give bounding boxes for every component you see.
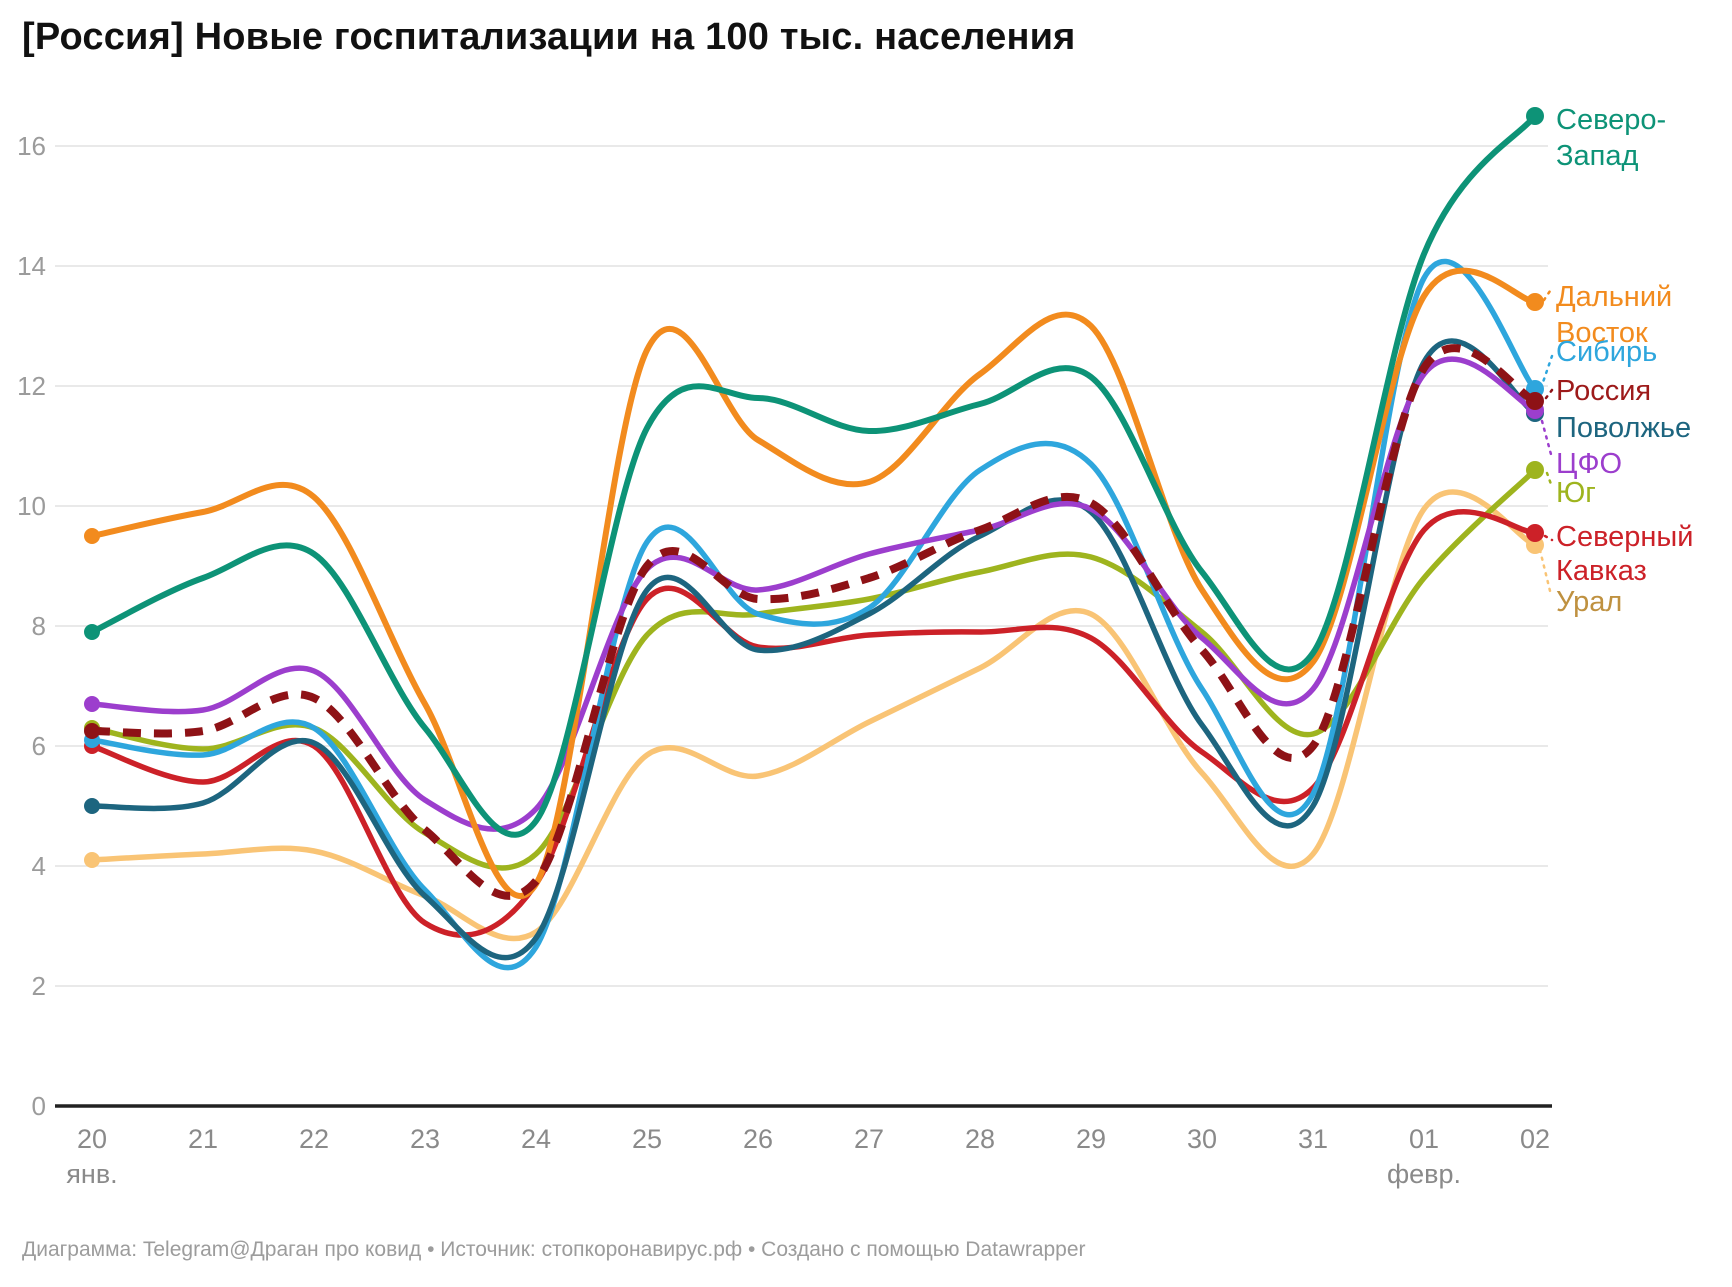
series-line-Сибирь xyxy=(89,258,1538,971)
legend-leader-Сибирь xyxy=(1539,354,1554,390)
y-axis-label-2: 2 xyxy=(32,971,46,1001)
legend-label-Поволжье-0: Поволжье xyxy=(1556,412,1691,444)
x-axis-label-31: 31 xyxy=(1298,1124,1328,1154)
x-axis-label-22: 22 xyxy=(299,1124,329,1154)
legend-label-Северо-Запад-1: Запад xyxy=(1556,140,1638,172)
series-start-dot-Россия xyxy=(84,723,100,739)
series-end-dot-Северо-Запад xyxy=(1526,107,1544,125)
x-axis-label-30: 30 xyxy=(1187,1124,1217,1154)
x-axis-label-23: 23 xyxy=(410,1124,440,1154)
x-axis-label-20: 20 xyxy=(77,1124,107,1154)
series-start-dot-ЦФО xyxy=(84,696,100,712)
series-line-ЦФО xyxy=(89,356,1538,832)
series-line-Урал xyxy=(89,489,1538,942)
series-start-dot-Северо-Запад xyxy=(84,624,100,640)
legend-label-Дальний Восток-1: Восток xyxy=(1556,317,1648,349)
legend-leader-ЦФО xyxy=(1540,419,1554,460)
legend-leader-Урал xyxy=(1538,548,1553,597)
x-axis-label-26: 26 xyxy=(743,1124,773,1154)
x-axis-label-25: 25 xyxy=(632,1124,662,1154)
y-axis-label-0: 0 xyxy=(32,1091,46,1121)
x-axis-label-21: 21 xyxy=(188,1124,218,1154)
legend-label-Дальний Восток-0: Дальний xyxy=(1556,281,1672,313)
chart-footer-credits: Диаграмма: Telegram@Драган про ковид • И… xyxy=(22,1238,1086,1261)
x-axis-label-27: 27 xyxy=(854,1124,884,1154)
legend-leader-Россия xyxy=(1544,388,1554,400)
series-start-dot-Поволжье xyxy=(84,798,100,814)
x-axis-label-29: 29 xyxy=(1076,1124,1106,1154)
x-axis-label-24: 24 xyxy=(521,1124,551,1154)
legend-label-Сибирь-0: Сибирь xyxy=(1556,336,1657,368)
y-axis-label-16: 16 xyxy=(17,131,46,161)
y-axis-label-10: 10 xyxy=(17,491,46,521)
legend-leader-Дальний Восток xyxy=(1542,286,1554,302)
x-axis-month-label: февр. xyxy=(1387,1159,1461,1189)
legend-label-Россия-0: Россия xyxy=(1556,375,1651,407)
y-axis-label-8: 8 xyxy=(32,611,46,641)
series-line-Юг xyxy=(89,467,1538,871)
y-axis-label-14: 14 xyxy=(17,251,46,281)
legend-label-Урал-0: Урал xyxy=(1556,586,1622,618)
legend-leader-Северный Кавказ xyxy=(1543,534,1554,542)
legend-leader-Юг xyxy=(1545,471,1554,489)
x-axis-label-02: 02 xyxy=(1520,1124,1550,1154)
series-line-Россия xyxy=(91,344,1537,900)
y-axis-label-4: 4 xyxy=(32,851,46,881)
series-end-dot-Юг xyxy=(1526,461,1544,479)
series-start-dot-Дальний Восток xyxy=(84,528,100,544)
y-axis-label-12: 12 xyxy=(17,371,46,401)
y-axis-label-6: 6 xyxy=(32,731,46,761)
series-end-dot-Дальний Восток xyxy=(1526,293,1544,311)
x-axis-month-label: янв. xyxy=(66,1159,117,1189)
chart-title: [Россия] Новые госпитализации на 100 тыс… xyxy=(22,16,1076,58)
x-axis-label-28: 28 xyxy=(965,1124,995,1154)
series-line-Дальний Восток xyxy=(89,267,1538,899)
legend-label-Северный Кавказ-0: Северный xyxy=(1556,521,1693,553)
series-end-dot-Северный Кавказ xyxy=(1526,524,1544,542)
series-end-dot-Россия xyxy=(1526,392,1544,410)
series-line-Поволжье xyxy=(89,338,1538,961)
legend-label-Юг-0: Юг xyxy=(1556,477,1596,509)
legend-label-Северный Кавказ-1: Кавказ xyxy=(1556,555,1647,587)
x-axis-label-01: 01 xyxy=(1409,1124,1439,1154)
series-line-Северо-Запад xyxy=(89,113,1538,838)
legend-label-Северо-Запад-0: Северо- xyxy=(1556,104,1666,136)
legend-label-ЦФО-0: ЦФО xyxy=(1556,448,1622,480)
series-start-dot-Урал xyxy=(84,852,100,868)
